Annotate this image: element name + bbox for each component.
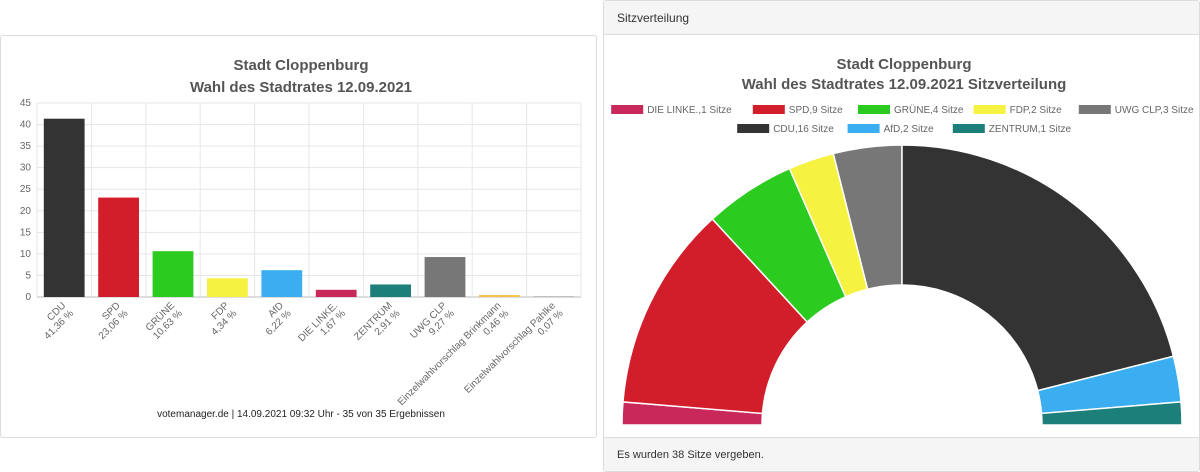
legend-swatch: [737, 124, 770, 133]
legend-label: CDU,16 Sitze: [773, 124, 834, 135]
legend-swatch: [952, 124, 985, 133]
x-tick-label: Einzelwahlvorschlag Pahlke: [462, 300, 558, 396]
legend-label: SPD,9 Sitze: [789, 105, 843, 116]
y-tick-label: 25: [20, 184, 32, 195]
seat-chart-title-line1: Stadt Cloppenburg: [837, 56, 972, 73]
y-tick-label: 10: [20, 249, 32, 260]
legend-swatch: [847, 124, 880, 133]
seat-panel-header: Sitzverteilung: [604, 1, 1199, 35]
legend-label: FDP,2 Sitze: [1010, 105, 1062, 116]
bar-die-linke-: [315, 289, 357, 297]
legend-label: UWG CLP,3 Sitze: [1115, 105, 1194, 116]
bar-zentrum: [370, 284, 411, 297]
bar-chart-title-line1: Stadt Cloppenburg: [234, 57, 369, 74]
bar-chart-panel: Stadt Cloppenburg Wahl des Stadtrates 12…: [0, 35, 597, 438]
y-tick-label: 45: [20, 98, 32, 109]
legend-swatch: [1078, 105, 1111, 114]
seat-chart: Stadt Cloppenburg Wahl des Stadtrates 12…: [611, 56, 1194, 426]
y-tick-label: 40: [20, 120, 32, 131]
seat-segment-zentrum: [1040, 401, 1183, 426]
bar-chart-footnote: votemanager.de | 14.09.2021 09:32 Uhr - …: [157, 409, 445, 420]
bar-chart: Stadt Cloppenburg Wahl des Stadtrates 12…: [20, 57, 582, 420]
legend-swatch: [752, 105, 785, 114]
bar-chart-title-line2: Wahl des Stadtrates 12.09.2021: [190, 79, 412, 96]
legend-swatch: [611, 105, 644, 114]
seat-panel-footer: Es wurden 38 Sitze vergeben.: [604, 437, 1199, 471]
y-tick-label: 35: [20, 141, 32, 152]
bar-cdu: [43, 118, 85, 297]
bar-spd: [98, 197, 139, 297]
y-tick-label: 15: [20, 227, 32, 238]
bar-grüne: [152, 251, 194, 297]
seat-chart-title-line2: Wahl des Stadtrates 12.09.2021 Sitzverte…: [742, 76, 1067, 93]
legend-label: GRÜNE,4 Sitze: [894, 104, 964, 116]
legend-label: ZENTRUM,1 Sitze: [989, 124, 1072, 135]
y-tick-label: 0: [25, 292, 31, 303]
x-tick-label-group: DIE LINKE.1,67 %: [296, 300, 348, 344]
seat-segment-cdu: [901, 144, 1175, 392]
bar-einzelwahlvorschlag-brinkmann: [479, 295, 520, 297]
bar-fdp: [207, 278, 248, 297]
legend-label: AfD,2 Sitze: [884, 124, 934, 135]
y-tick-label: 30: [20, 163, 32, 174]
seat-chart-panel: Sitzverteilung Stadt Cloppenburg Wahl de…: [603, 0, 1200, 472]
legend-swatch: [973, 105, 1006, 114]
bar-einzelwahlvorschlag-pahlke: [533, 296, 575, 297]
bar-afd: [261, 270, 303, 297]
y-tick-label: 5: [25, 270, 31, 281]
y-tick-label: 20: [20, 206, 32, 217]
legend-swatch: [858, 105, 890, 114]
legend-label: DIE LINKE.,1 Sitze: [647, 105, 732, 116]
bar-uwg-clp: [424, 257, 466, 297]
